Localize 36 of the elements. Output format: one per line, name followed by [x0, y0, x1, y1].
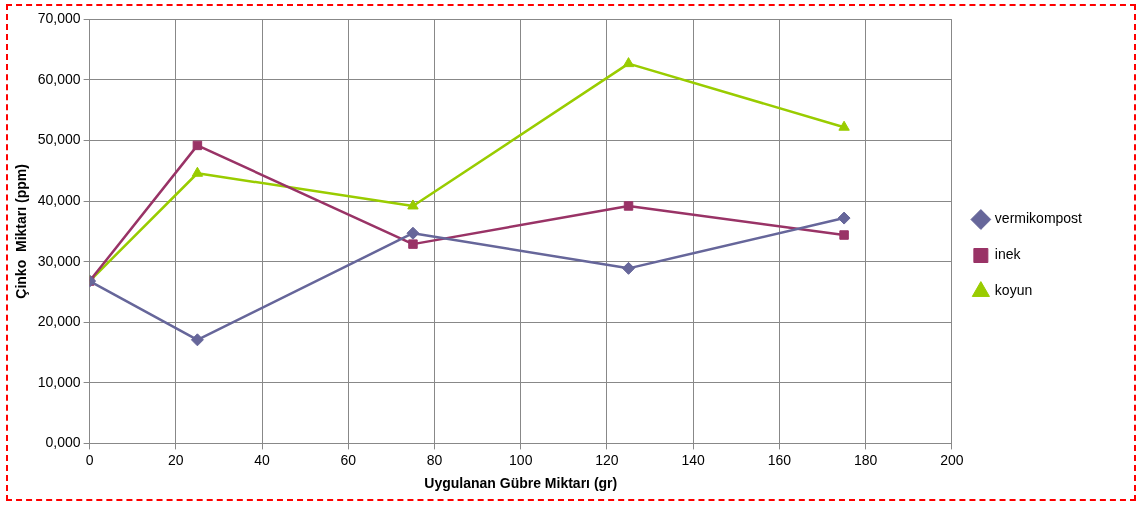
x-axis-title: Uygulanan Gübre Miktarı (gr) [424, 475, 618, 492]
x-tick-label: 200 [940, 451, 964, 468]
x-tick-label: 180 [853, 451, 878, 468]
x-tick-label: 100 [509, 451, 533, 468]
y-axis-title: Çinko Miktarı (ppm) [13, 164, 30, 299]
x-tick-label: 80 [426, 451, 443, 468]
x-tick-label: 120 [595, 451, 619, 468]
y-tick-label: 60,000 [37, 70, 81, 87]
x-tick-label: 0 [85, 451, 94, 468]
x-tick-label: 140 [681, 451, 706, 468]
legend-label: koyun [994, 282, 1033, 299]
y-tick-label: 70,000 [37, 10, 81, 27]
point [192, 140, 203, 151]
point [191, 166, 204, 177]
x-tick-label: 60 [340, 451, 357, 468]
point [837, 211, 851, 225]
point [622, 261, 636, 275]
point [408, 239, 418, 249]
x-tick-label: 40 [254, 451, 271, 468]
y-tick-label: 10,000 [37, 373, 81, 390]
point [190, 333, 204, 347]
point [406, 226, 420, 240]
y-tick-label: 20,000 [37, 313, 81, 330]
y-tick-label: 50,000 [37, 131, 81, 148]
point [407, 199, 419, 210]
legend-label: vermikompost [994, 210, 1083, 227]
point [622, 57, 635, 68]
y-tick-label: 30,000 [37, 252, 81, 269]
point [623, 201, 634, 211]
legend-label: inek [994, 246, 1022, 263]
point [839, 230, 849, 240]
x-tick-label: 20 [168, 451, 184, 468]
x-tick-label: 160 [767, 451, 792, 468]
y-tick-label: 40,000 [37, 191, 81, 208]
y-tick-label: 0,000 [45, 434, 81, 451]
point [838, 120, 850, 131]
